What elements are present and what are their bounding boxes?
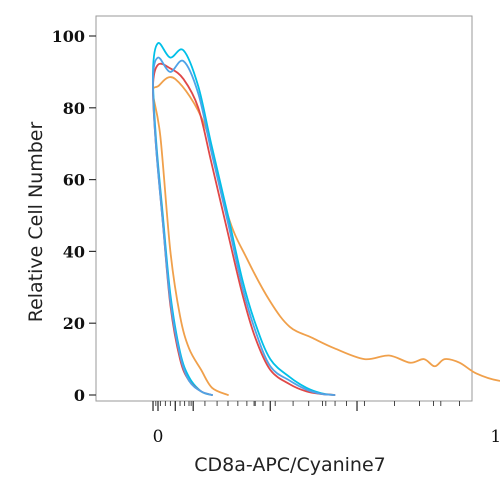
- x-axis: 0104105106107: [152, 401, 500, 447]
- y-tick-label: 0: [74, 386, 85, 405]
- x-tick-label: 0: [153, 427, 164, 447]
- series-line-1: [152, 76, 500, 396]
- y-tick-label: 40: [63, 242, 85, 261]
- y-tick-label: 60: [63, 171, 85, 190]
- series-line-4: [152, 56, 336, 396]
- x-tick-label: 104: [490, 422, 500, 447]
- y-axis-title: Relative Cell Number: [25, 122, 47, 323]
- y-tick-label: 20: [63, 314, 85, 333]
- plot-frame: [95, 15, 473, 402]
- x-axis-title: CD8a-APC/Cyanine7: [194, 454, 385, 476]
- series-line-3: [152, 62, 336, 396]
- series-line-2: [152, 42, 336, 396]
- y-tick-label: 80: [63, 99, 85, 118]
- series-layer: [152, 42, 500, 396]
- y-tick-label: 100: [52, 27, 85, 46]
- y-axis: 0 20 40 60 80 100: [52, 27, 96, 405]
